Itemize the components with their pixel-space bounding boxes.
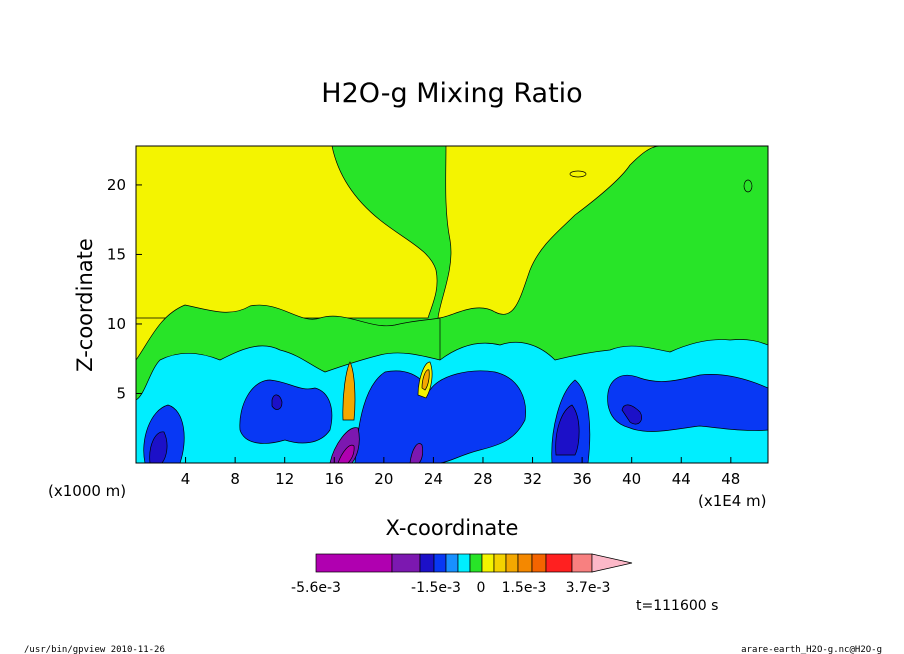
darkblue-core-12 xyxy=(271,394,283,410)
purple-core-22 xyxy=(409,443,424,463)
magenta-core-18 xyxy=(337,444,355,463)
colorbar-segment xyxy=(419,553,435,573)
blue-region-center xyxy=(354,370,526,463)
colorbar-segment xyxy=(433,553,447,573)
y-tick-label: 15 xyxy=(107,245,126,263)
colorbar-segment xyxy=(571,553,593,573)
y-tick-label: 20 xyxy=(107,176,126,194)
colorbar-segment xyxy=(545,553,573,573)
footer-right: arare-earth_H2O-g.nc@H2O-g xyxy=(741,645,882,654)
colorbar-segment xyxy=(493,553,507,573)
x-tick-label: 28 xyxy=(473,470,492,488)
contour-field xyxy=(136,146,768,463)
y-axis-label: Z-coordinate xyxy=(73,238,97,372)
orange-streak-17 xyxy=(342,361,356,421)
small-cell-edge xyxy=(743,179,753,193)
y-axis-ticks: 5 10 15 20 xyxy=(107,176,142,402)
darkblue-core-36 xyxy=(555,404,580,456)
darkblue-core-left xyxy=(149,431,168,463)
colorbar-extension xyxy=(591,553,633,573)
colorbar-label-max: 3.7e-3 xyxy=(566,580,611,596)
colorbar-segment xyxy=(445,553,459,573)
x-unit-label: (x1000 m) xyxy=(48,482,126,500)
time-label: t=111600 s xyxy=(636,598,718,614)
x-tick-label: 24 xyxy=(424,470,443,488)
x-axis-label: X-coordinate xyxy=(386,516,519,540)
x-tick-label: 4 xyxy=(181,470,191,488)
x-multiplier-label: (x1E4 m) xyxy=(698,492,767,510)
colorbar-label-neg: -1.5e-3 xyxy=(411,580,461,596)
y-tick-label: 5 xyxy=(116,384,126,402)
darkblue-core-40 xyxy=(621,404,643,425)
colorbar-segment xyxy=(517,553,533,573)
blue-region-mid-left xyxy=(239,379,333,444)
colorbar-segment xyxy=(469,553,483,573)
colorbar-label-zero: 0 xyxy=(477,580,486,596)
y-tick-label: 10 xyxy=(107,315,126,333)
x-tick-label: 32 xyxy=(523,470,542,488)
x-tick-label: 36 xyxy=(573,470,592,488)
colorbar-label-pos: 1.5e-3 xyxy=(502,580,547,596)
x-tick-label: 44 xyxy=(672,470,691,488)
x-tick-label: 12 xyxy=(275,470,294,488)
x-tick-label: 48 xyxy=(721,470,740,488)
colorbar-segment xyxy=(457,553,471,573)
blue-region-right xyxy=(607,374,768,432)
colorbar-segment xyxy=(505,553,519,573)
colorbar-label-min: -5.6e-3 xyxy=(291,580,341,596)
colorbar-segment xyxy=(391,553,421,573)
x-tick-label: 20 xyxy=(374,470,393,488)
colorbar-segment xyxy=(531,553,547,573)
colorbar-segment xyxy=(315,553,393,573)
small-cell-upper xyxy=(569,170,587,178)
x-tick-label: 8 xyxy=(230,470,240,488)
footer-left: /usr/bin/gpview 2010-11-26 xyxy=(24,645,165,654)
chart-title: H2O-g Mixing Ratio xyxy=(321,78,582,109)
orange-streak-24 xyxy=(421,369,430,391)
x-tick-label: 40 xyxy=(622,470,641,488)
x-axis-ticks: 4 8 12 16 20 24 28 32 36 40 44 48 xyxy=(181,457,740,488)
upper-yellow-back xyxy=(136,146,438,319)
x-tick-label: 16 xyxy=(325,470,344,488)
colorbar xyxy=(315,553,633,573)
plot-frame xyxy=(135,145,769,464)
colorbar-segment xyxy=(481,553,495,573)
